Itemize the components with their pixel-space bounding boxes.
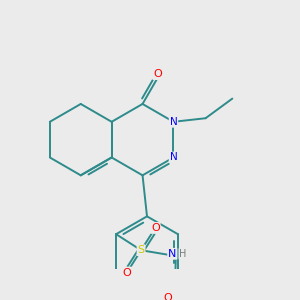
Text: H: H [179, 249, 187, 259]
Text: N: N [169, 152, 177, 163]
Text: O: O [151, 223, 160, 233]
Text: O: O [164, 292, 172, 300]
Text: N: N [169, 117, 177, 127]
Text: S: S [137, 245, 145, 255]
Text: O: O [153, 69, 162, 79]
Text: N: N [168, 249, 176, 259]
Text: O: O [122, 268, 131, 278]
